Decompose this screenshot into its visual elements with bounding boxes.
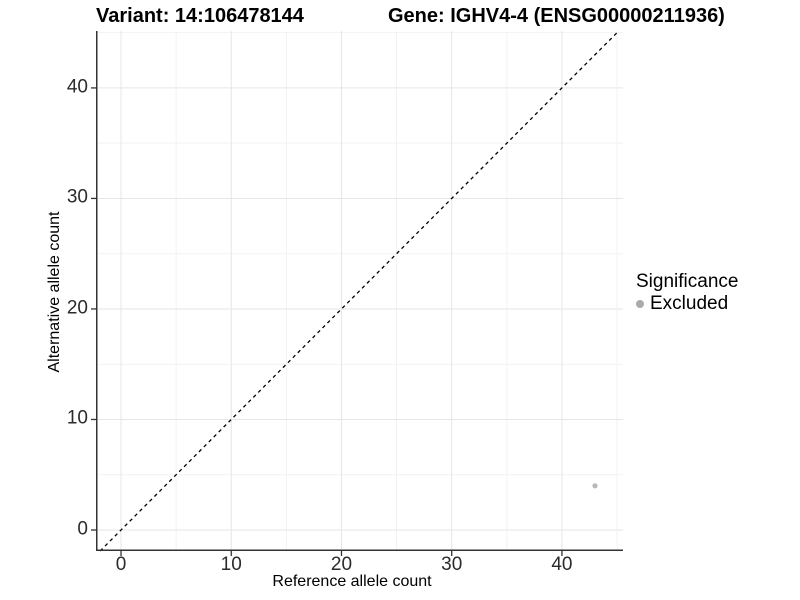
x-axis-title: Reference allele count [272, 573, 432, 590]
y-axis-title: Alternative allele count [46, 211, 63, 373]
y-tick-label: 0 [77, 518, 88, 540]
x-tick-label: 10 [220, 554, 242, 575]
x-tick-label: 30 [441, 554, 463, 575]
legend-key-point-icon [636, 299, 644, 308]
y-tick-label: 10 [66, 408, 88, 430]
x-tick-label: 0 [115, 554, 127, 575]
identity-dashed-line [99, 30, 620, 552]
plot-panel [91, 30, 623, 556]
y-tick-label: 40 [66, 76, 88, 98]
legend-title: Significance [636, 271, 739, 292]
legend: Significance Excluded [636, 271, 738, 314]
x-tick-label: 20 [330, 554, 353, 575]
plot-canvas [91, 30, 623, 556]
x-tick-label: 40 [551, 554, 573, 575]
gene-title: Gene: IGHV4-4 (ENSG00000211936) [388, 5, 725, 27]
data-point-excluded [592, 483, 598, 489]
legend-item-excluded: Excluded [636, 293, 738, 314]
legend-item-label: Excluded [650, 293, 729, 314]
y-tick-label: 20 [66, 297, 88, 319]
y-tick-label: 30 [66, 186, 88, 208]
variant-title: Variant: 14:106478144 [96, 5, 304, 27]
